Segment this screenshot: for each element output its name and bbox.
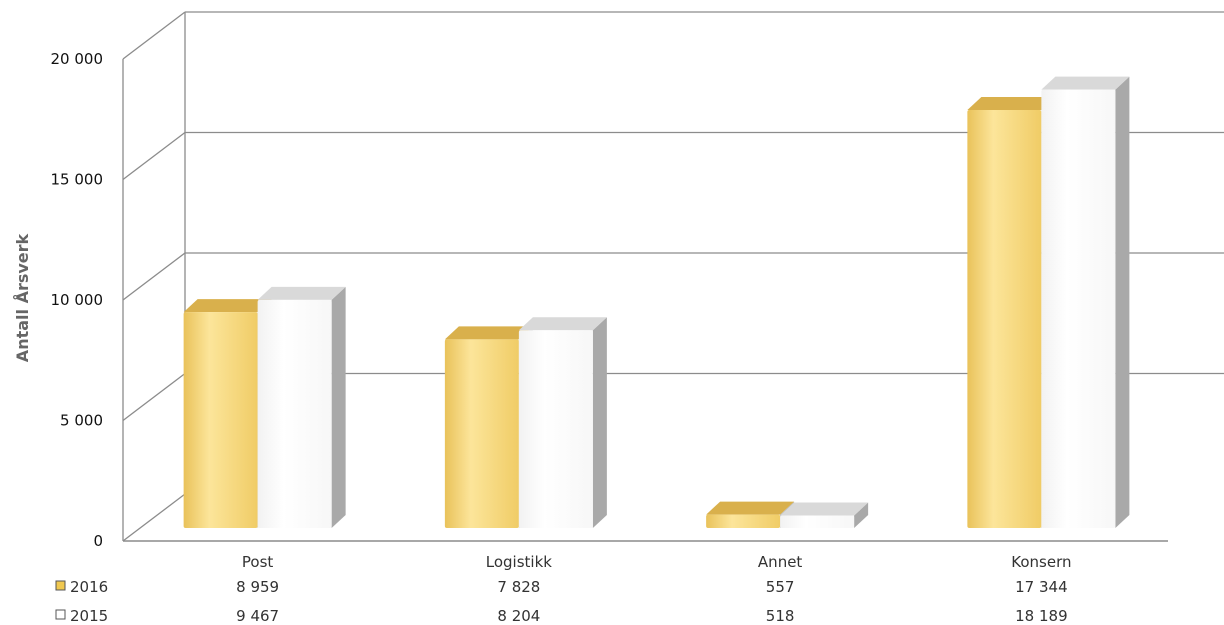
bar-front-face xyxy=(183,312,258,528)
data-label: 8 959 xyxy=(236,578,279,596)
bar-top-face xyxy=(1041,76,1130,90)
bar-top-face xyxy=(706,501,795,515)
labels: Post Logistikk Annet Konsern 2016 8 959 7 828 5… xyxy=(55,553,1071,625)
data-label: 17 344 xyxy=(1015,578,1068,596)
data-label: 7 828 xyxy=(497,578,540,596)
bar-side-face xyxy=(331,286,346,528)
bar-top-face xyxy=(444,326,533,340)
bar-2015-annet xyxy=(780,502,869,528)
data-label: 9 467 xyxy=(236,607,279,625)
bar-side-face xyxy=(592,317,607,528)
category-label-konsern: Konsern xyxy=(1011,553,1071,571)
y-tick-label: 20 000 xyxy=(51,50,104,68)
legend-label-2015: 2015 xyxy=(70,607,108,625)
data-label: 8 204 xyxy=(497,607,540,625)
bar-front-face xyxy=(1041,89,1116,528)
y-tick-label: 10 000 xyxy=(51,291,104,309)
bar-top-face xyxy=(967,97,1056,111)
y-tick-label: 5 000 xyxy=(60,412,103,430)
axes: 0 5 000 10 000 15 000 20 000 xyxy=(51,12,1168,550)
gridline-diagonal xyxy=(122,11,186,60)
bar-front-face xyxy=(967,110,1042,529)
category-label-annet: Annet xyxy=(758,553,803,571)
category-label-post: Post xyxy=(242,553,274,571)
bar-top-face xyxy=(518,317,607,331)
gridline-diagonal xyxy=(122,131,186,181)
bar-2015-konsern xyxy=(1041,76,1130,528)
bar-top-face xyxy=(257,286,346,300)
bar-side-face xyxy=(1115,76,1130,528)
bar-top-face xyxy=(183,299,272,313)
gridline-diagonal xyxy=(122,493,186,542)
data-label: 18 189 xyxy=(1015,607,1068,625)
bar-2015-post xyxy=(257,286,346,528)
y-tick-label: 0 xyxy=(93,532,103,550)
legend-label-2016: 2016 xyxy=(70,578,108,596)
legend-swatch xyxy=(55,580,66,591)
bar-front-face xyxy=(780,515,855,528)
data-label: 518 xyxy=(766,607,795,625)
y-tick-label: 15 000 xyxy=(51,171,104,189)
gridline-diagonal xyxy=(122,252,186,301)
bar-front-face xyxy=(518,330,593,528)
category-label-logistikk: Logistikk xyxy=(486,553,553,571)
bar-2015-logistikk xyxy=(518,317,607,528)
legend-key-2016 xyxy=(55,580,66,591)
bars xyxy=(183,76,1130,529)
legend-key-2015 xyxy=(55,609,66,620)
bar-front-face xyxy=(706,514,781,528)
legend-swatch xyxy=(55,609,66,620)
data-label: 557 xyxy=(766,578,795,596)
bar-front-face xyxy=(257,299,332,528)
bar-top-face xyxy=(780,502,869,516)
bar-front-face xyxy=(444,339,519,528)
y-axis-label: Antall Årsverk xyxy=(13,233,32,362)
bar-side-face xyxy=(854,502,869,528)
gridline-diagonal xyxy=(122,372,186,422)
